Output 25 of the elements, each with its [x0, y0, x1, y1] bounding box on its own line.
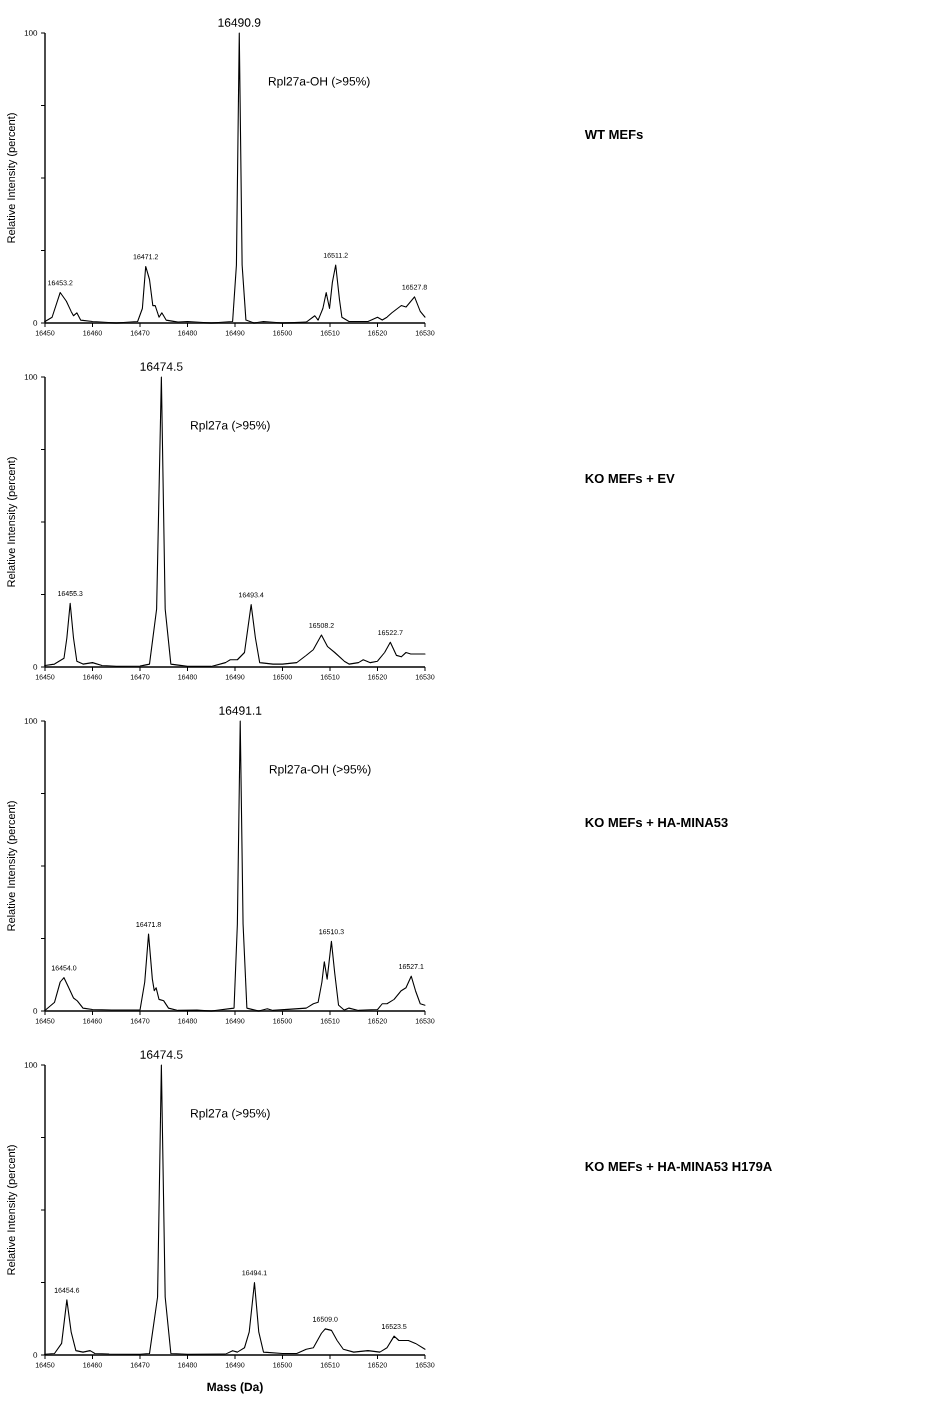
y-tick-label: 100: [24, 30, 38, 36]
y-tick-label: 0: [33, 1008, 38, 1014]
text: WT MEFs: [584, 129, 643, 140]
y-tick-label: 100: [24, 374, 38, 380]
x-axis-title: Mass (Da): [207, 1382, 263, 1394]
y-tick-label: 0: [33, 1352, 38, 1358]
y-tick-label: 100: [24, 1062, 38, 1068]
y-axis-title: Relative Intensity (percent): [7, 113, 18, 243]
text: KO MEFs + HA-MINA53 H179A: [585, 1161, 772, 1172]
y-axis-title: Relative Intensity (percent): [7, 457, 18, 587]
annotation: Rpl27a-OH (>95%): [269, 764, 371, 776]
y-axis-title: Relative Intensity (percent): [7, 801, 18, 931]
annotation: Rpl27a (>95%): [191, 1108, 270, 1120]
y-tick-label: 100: [24, 718, 38, 724]
y-axis-title: Relative Intensity (percent): [7, 1145, 18, 1275]
annotation: 16490.9: [218, 18, 261, 27]
annotation: Rpl27a (>95%): [191, 420, 270, 432]
y-tick-label: 0: [33, 664, 38, 670]
annotation: 16474.5: [140, 1050, 183, 1059]
annotation: 16491.1: [219, 706, 262, 715]
text: KO MEFs + EV: [585, 473, 675, 484]
annotation: 16474.5: [140, 362, 183, 371]
annotation: Rpl27a-OH (>95%): [268, 76, 370, 88]
text: KO MEFs + HA-MINA53: [585, 817, 728, 828]
y-tick-label: 0: [33, 320, 38, 326]
